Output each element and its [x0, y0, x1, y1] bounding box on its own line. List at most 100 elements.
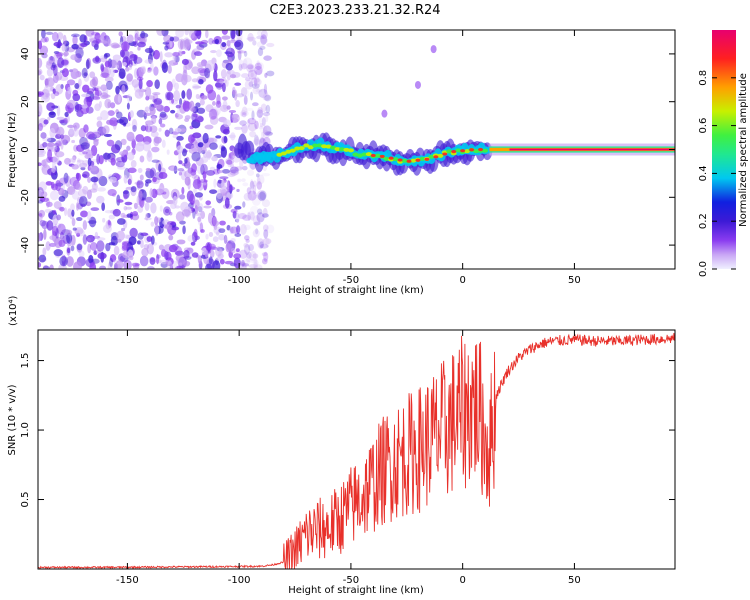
noise-blob: [38, 162, 42, 167]
noise-blob: [254, 120, 259, 130]
noise-blob: [261, 173, 271, 177]
noise-blob: [246, 63, 255, 73]
noise-blob: [51, 31, 59, 42]
noise-blob: [100, 110, 109, 121]
noise-blob: [207, 89, 217, 101]
noise-blob: [70, 54, 79, 61]
noise-blob: [149, 188, 153, 198]
noise-blob: [85, 30, 95, 37]
noise-blob: [143, 217, 152, 221]
noise-blob: [137, 46, 141, 51]
noise-blob: [180, 169, 187, 181]
noise-blob: [262, 130, 270, 139]
noise-blob: [114, 64, 120, 69]
noise-blob: [222, 82, 226, 93]
noise-blob: [87, 157, 92, 167]
noise-blob: [244, 244, 251, 255]
noise-blob: [181, 186, 185, 195]
noise-blob: [122, 95, 130, 99]
noise-blob: [49, 127, 56, 139]
noise-blob: [86, 88, 95, 94]
noise-blob: [128, 236, 137, 246]
noise-blob: [47, 149, 53, 161]
noise-blob: [123, 205, 128, 211]
noise-blob: [152, 49, 161, 60]
noise-blob: [102, 217, 106, 223]
noise-blob: [167, 261, 173, 269]
noise-blob: [256, 174, 265, 185]
noise-blob: [58, 136, 67, 144]
noise-blob: [132, 124, 137, 132]
noise-blob: [98, 101, 102, 108]
noise-blob: [96, 237, 106, 241]
signal-core-green: [361, 152, 368, 157]
noise-blob: [130, 185, 137, 193]
noise-blob: [204, 67, 211, 79]
noise-blob: [50, 92, 56, 100]
spectrogram-y-label: Frequency (Hz): [7, 112, 18, 188]
noise-blob: [161, 62, 169, 74]
noise-blob: [145, 196, 153, 203]
noise-blob: [39, 74, 45, 81]
noise-blob: [212, 216, 218, 226]
noise-blob: [262, 207, 268, 218]
noise-blob: [247, 69, 257, 80]
noise-blob: [67, 124, 75, 128]
noise-blob: [194, 212, 202, 216]
noise-blob: [234, 126, 243, 130]
noise-blob: [86, 189, 92, 200]
signal-core-green: [446, 149, 453, 154]
noise-blob: [131, 262, 136, 266]
noise-blob: [244, 224, 251, 231]
noise-blob: [60, 134, 65, 140]
noise-blob: [252, 229, 260, 238]
noise-blob: [46, 68, 54, 77]
noise-blob: [81, 104, 88, 109]
noise-blob: [223, 135, 228, 144]
spectrogram-plot-area: [38, 30, 675, 269]
noise-blob: [201, 156, 209, 163]
noise-blob: [246, 36, 256, 41]
noise-blob: [66, 99, 77, 108]
noise-blob: [255, 76, 261, 88]
noise-blob: [87, 164, 91, 171]
noise-blob: [107, 188, 117, 196]
noise-blob: [56, 116, 65, 121]
noise-blob: [116, 156, 125, 163]
noise-blob: [54, 91, 60, 97]
noise-blob: [180, 128, 187, 133]
noise-blob: [168, 127, 174, 135]
noise-blob: [174, 55, 180, 63]
noise-blob: [193, 51, 203, 57]
spectrogram-x-axis: -150 -100 -50 0 50: [116, 30, 581, 286]
noise-blob: [228, 109, 237, 114]
noise-blob: [184, 176, 191, 186]
noise-blob: [109, 176, 117, 183]
noise-blob: [217, 179, 222, 184]
noise-blob: [226, 69, 231, 81]
noise-blob: [238, 212, 247, 220]
noise-blob: [92, 86, 97, 92]
noise-blob: [190, 134, 196, 142]
noise-blob: [163, 206, 171, 216]
signal-core-green: [482, 148, 489, 153]
noise-blob: [176, 135, 184, 141]
noise-blob: [73, 261, 82, 269]
noise-blob: [115, 111, 123, 119]
noise-blob: [234, 205, 242, 210]
noise-blob: [180, 40, 184, 50]
noise-blob: [164, 45, 169, 51]
spectrogram-y-tick-label: -40: [20, 237, 31, 253]
noise-blob: [249, 180, 255, 190]
noise-blob: [200, 95, 208, 100]
noise-blob: [88, 254, 94, 264]
snr-y-tick-label: 0.5: [20, 492, 31, 508]
noise-blob: [121, 41, 130, 52]
noise-blob: [150, 221, 155, 227]
noise-blob: [248, 264, 258, 269]
noise-blob: [235, 212, 240, 224]
noise-blob: [222, 128, 230, 135]
noise-blob: [181, 209, 191, 217]
colorbar-tick-label: 0.4: [698, 165, 709, 181]
noise-blob: [178, 160, 183, 165]
